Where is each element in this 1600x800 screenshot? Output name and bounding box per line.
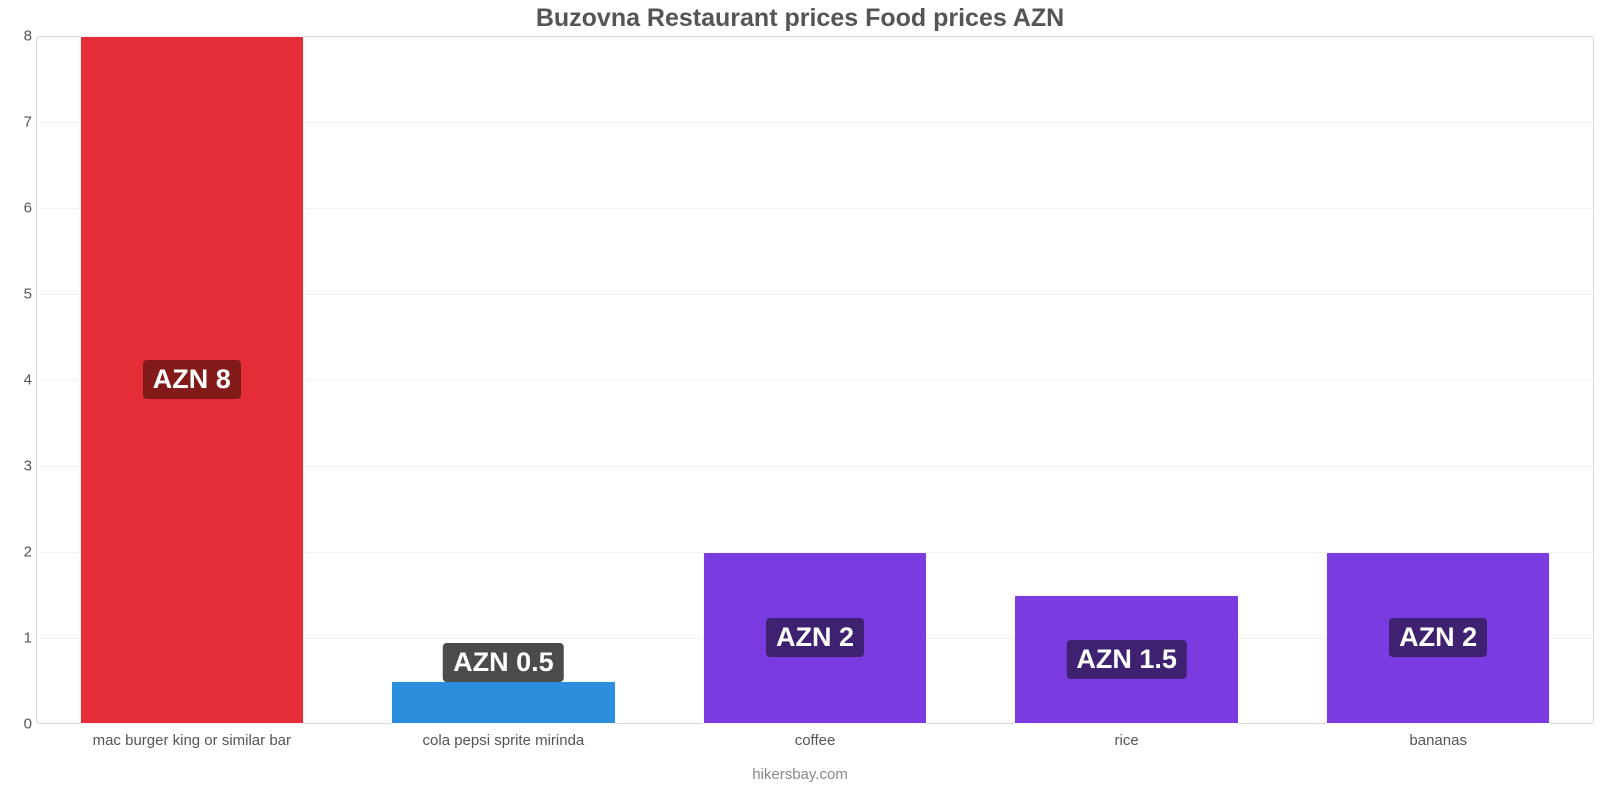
bar-value-label: AZN 2 — [1389, 618, 1487, 657]
x-tick-label: rice — [1115, 732, 1139, 749]
y-tick-label: 2 — [4, 544, 32, 561]
attribution: hikersbay.com — [0, 766, 1600, 783]
bar-value-label: AZN 2 — [766, 618, 864, 657]
bar-chart: Buzovna Restaurant prices Food prices AZ… — [0, 0, 1600, 800]
y-tick-label: 6 — [4, 200, 32, 217]
y-tick-label: 3 — [4, 458, 32, 475]
x-tick-label: bananas — [1409, 732, 1467, 749]
y-tick-label: 1 — [4, 630, 32, 647]
y-tick-label: 5 — [4, 286, 32, 303]
bar-value-label: AZN 0.5 — [443, 643, 564, 682]
bar-value-label: AZN 8 — [143, 360, 241, 399]
x-tick-label: cola pepsi sprite mirinda — [423, 732, 585, 749]
y-tick-label: 4 — [4, 372, 32, 389]
y-tick-label: 7 — [4, 114, 32, 131]
bar-value-label: AZN 1.5 — [1066, 640, 1187, 679]
bar — [391, 681, 615, 724]
y-tick-label: 8 — [4, 28, 32, 45]
x-tick-label: coffee — [795, 732, 836, 749]
y-tick-label: 0 — [4, 716, 32, 733]
bars-layer: AZN 8 AZN 0.5 AZN 2 AZN 1.5 AZN 2 — [36, 36, 1594, 724]
plot-area: AZN 8 AZN 0.5 AZN 2 AZN 1.5 AZN 2 — [36, 36, 1594, 724]
x-tick-label: mac burger king or similar bar — [93, 732, 291, 749]
chart-title: Buzovna Restaurant prices Food prices AZ… — [0, 4, 1600, 33]
